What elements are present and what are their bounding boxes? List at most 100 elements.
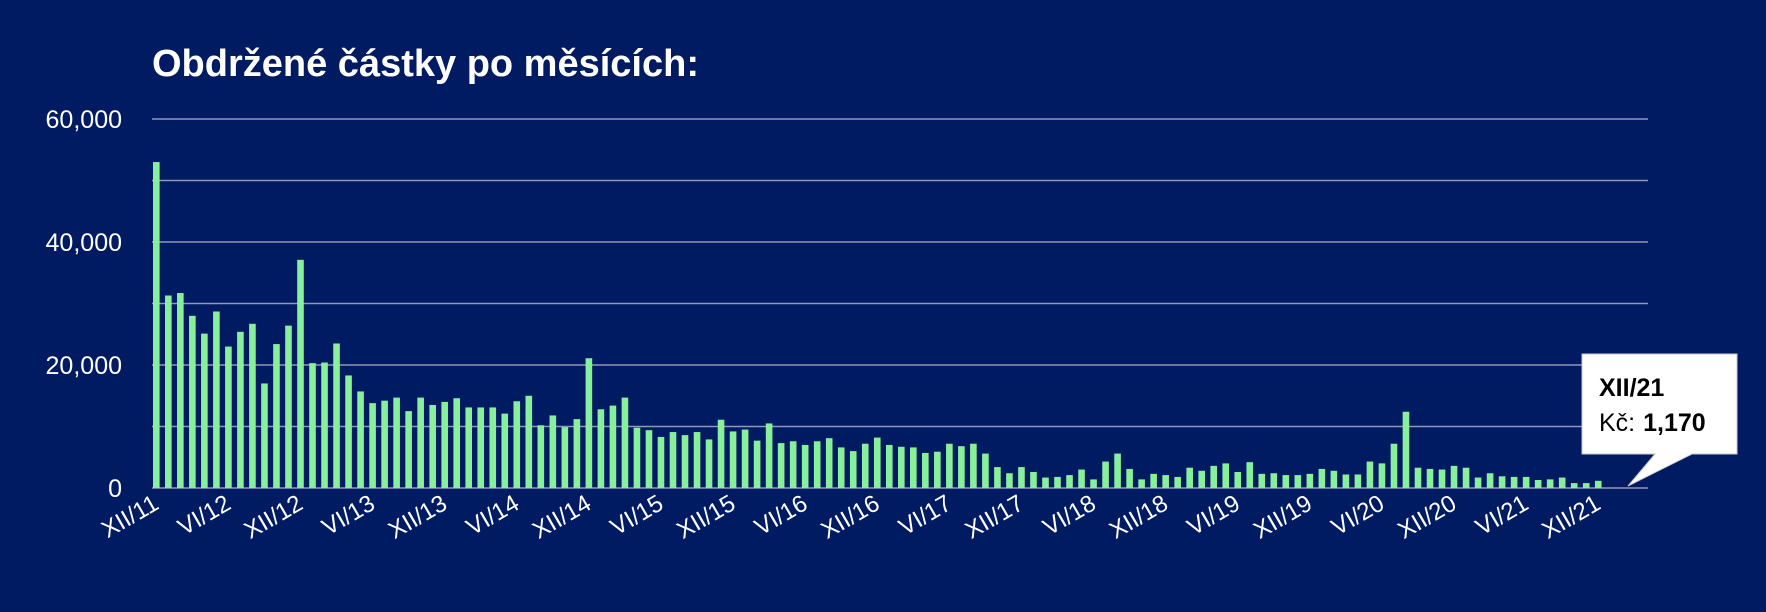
bar[interactable] xyxy=(1114,453,1121,488)
bar[interactable] xyxy=(897,446,905,488)
bar[interactable] xyxy=(297,259,304,488)
bar[interactable] xyxy=(1078,469,1085,488)
bar[interactable] xyxy=(417,397,424,488)
bar[interactable] xyxy=(1462,467,1470,488)
bar[interactable] xyxy=(741,429,749,488)
bar[interactable] xyxy=(345,375,352,488)
bar[interactable] xyxy=(501,413,509,488)
bar[interactable] xyxy=(982,453,989,488)
bar[interactable] xyxy=(213,311,220,488)
bar[interactable] xyxy=(585,358,593,488)
bar[interactable] xyxy=(681,435,689,488)
bar[interactable] xyxy=(1222,463,1230,488)
bar[interactable] xyxy=(837,447,845,488)
bar[interactable] xyxy=(1054,476,1061,488)
bar[interactable] xyxy=(441,401,448,488)
bar[interactable] xyxy=(1138,479,1145,488)
bar[interactable] xyxy=(813,441,821,488)
bar[interactable] xyxy=(1402,411,1410,488)
bar[interactable] xyxy=(970,443,977,488)
bar[interactable] xyxy=(1102,461,1109,488)
bar[interactable] xyxy=(237,331,244,488)
bar[interactable] xyxy=(369,403,376,488)
bar[interactable] xyxy=(321,362,328,488)
bar[interactable] xyxy=(657,436,665,488)
bar[interactable] xyxy=(1582,483,1590,488)
bar[interactable] xyxy=(1282,475,1290,488)
bar[interactable] xyxy=(1414,467,1422,488)
bar[interactable] xyxy=(549,415,557,488)
bar[interactable] xyxy=(513,401,521,488)
bar[interactable] xyxy=(1450,465,1458,488)
bar[interactable] xyxy=(801,444,809,488)
bar[interactable] xyxy=(285,325,292,488)
bar[interactable] xyxy=(249,323,256,488)
bar[interactable] xyxy=(1294,475,1302,488)
bar[interactable] xyxy=(1210,465,1218,488)
bar[interactable] xyxy=(946,443,953,488)
bar[interactable] xyxy=(333,343,340,488)
bar[interactable] xyxy=(153,162,160,489)
bar[interactable] xyxy=(189,315,196,488)
bar[interactable] xyxy=(621,397,629,488)
bar[interactable] xyxy=(1342,474,1350,488)
bar[interactable] xyxy=(453,398,461,488)
bar[interactable] xyxy=(1534,480,1542,488)
bar[interactable] xyxy=(597,409,605,488)
bar[interactable] xyxy=(861,443,869,488)
bar[interactable] xyxy=(1234,472,1242,488)
bar[interactable] xyxy=(525,395,533,488)
bar[interactable] xyxy=(1162,475,1169,488)
bar[interactable] xyxy=(1426,468,1434,488)
bar[interactable] xyxy=(381,400,388,488)
bar[interactable] xyxy=(885,444,893,488)
bar[interactable] xyxy=(165,295,172,488)
bar[interactable] xyxy=(1546,479,1554,488)
bar[interactable] xyxy=(609,405,617,488)
bar[interactable] xyxy=(1246,462,1254,488)
bar[interactable] xyxy=(1354,474,1362,488)
bar[interactable] xyxy=(537,425,545,488)
bar[interactable] xyxy=(261,383,268,488)
bar[interactable] xyxy=(1486,473,1494,488)
bar[interactable] xyxy=(1090,479,1097,488)
bar[interactable] xyxy=(1030,472,1037,488)
bar[interactable] xyxy=(1330,470,1338,488)
bar[interactable] xyxy=(1006,473,1013,488)
bar[interactable] xyxy=(1186,467,1193,488)
bar[interactable] xyxy=(1366,461,1374,488)
bar[interactable] xyxy=(849,451,857,488)
bar[interactable] xyxy=(1378,463,1386,488)
bar[interactable] xyxy=(177,293,184,488)
bar[interactable] xyxy=(753,440,761,488)
bar[interactable] xyxy=(729,431,737,488)
bar[interactable] xyxy=(994,467,1001,488)
bar[interactable] xyxy=(765,423,773,488)
bar[interactable] xyxy=(873,437,881,488)
bar[interactable] xyxy=(705,439,713,488)
bar[interactable] xyxy=(1474,477,1482,488)
bar[interactable] xyxy=(309,363,316,488)
bar[interactable] xyxy=(405,411,412,488)
bar[interactable] xyxy=(910,447,917,488)
bar[interactable] xyxy=(273,344,280,488)
bar[interactable] xyxy=(1390,443,1398,488)
bar[interactable] xyxy=(489,407,497,488)
bar[interactable] xyxy=(777,443,785,488)
bar[interactable] xyxy=(1558,477,1566,488)
bar[interactable] xyxy=(1270,473,1278,488)
bar[interactable] xyxy=(1198,470,1206,488)
bar[interactable] xyxy=(573,419,581,488)
bar[interactable] xyxy=(1510,476,1518,488)
bar[interactable] xyxy=(465,407,473,488)
bar[interactable] xyxy=(934,451,941,488)
bar[interactable] xyxy=(561,427,569,488)
bar[interactable] xyxy=(1018,467,1025,488)
bar[interactable] xyxy=(429,404,436,488)
bar[interactable] xyxy=(1438,469,1446,488)
bar[interactable] xyxy=(645,430,653,488)
bar[interactable] xyxy=(958,446,965,488)
bar[interactable] xyxy=(393,397,400,488)
bar[interactable] xyxy=(825,438,833,488)
bar[interactable] xyxy=(201,333,208,488)
